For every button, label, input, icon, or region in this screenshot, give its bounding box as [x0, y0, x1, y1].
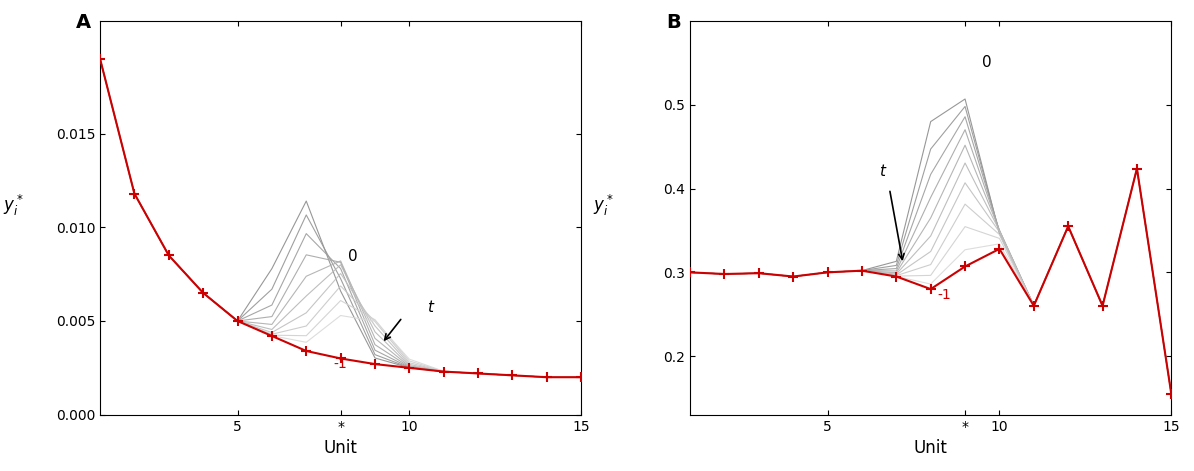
Text: B: B [666, 13, 681, 32]
Text: 0: 0 [347, 249, 357, 264]
Y-axis label: $y_i^*$: $y_i^*$ [2, 193, 24, 218]
X-axis label: Unit: Unit [913, 439, 948, 457]
X-axis label: Unit: Unit [324, 439, 357, 457]
Y-axis label: $y_i^*$: $y_i^*$ [593, 193, 614, 218]
Text: t: t [426, 300, 432, 315]
Text: t: t [879, 164, 885, 179]
Text: -1: -1 [334, 357, 347, 371]
Text: -1: -1 [937, 288, 952, 302]
Text: 0: 0 [983, 55, 992, 70]
Text: A: A [76, 13, 91, 32]
